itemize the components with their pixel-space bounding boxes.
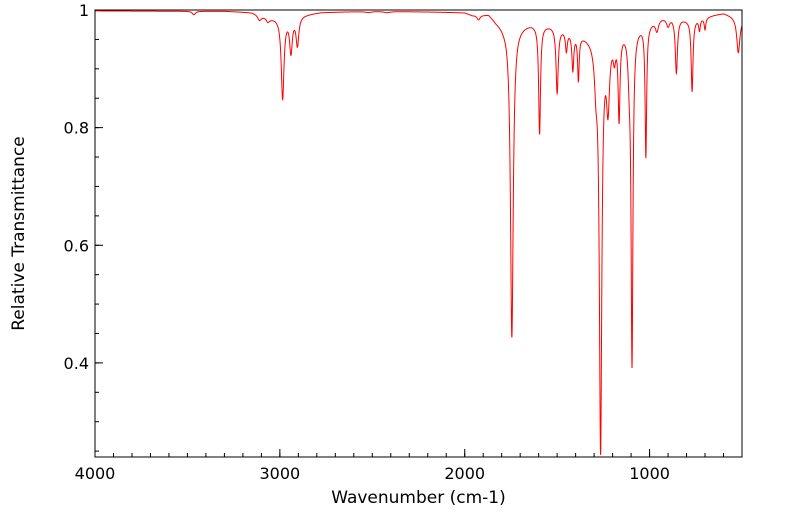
y-tick-label: 1 <box>79 1 89 20</box>
x-tick-labels: 4000 3000 2000 1000 <box>75 464 670 483</box>
major-ticks <box>94 9 651 457</box>
y-tick-labels: 1 0.8 0.6 0.4 <box>64 1 89 373</box>
spectrum-line <box>95 10 742 455</box>
minor-ticks <box>94 9 743 457</box>
plot-frame <box>94 9 743 458</box>
x-axis-title: Wavenumber (cm-1) <box>331 488 506 508</box>
y-tick-label: 0.4 <box>64 354 89 373</box>
y-tick-label: 0.6 <box>64 236 89 255</box>
x-tick-label: 1000 <box>629 464 670 483</box>
x-tick-label: 2000 <box>444 464 485 483</box>
y-axis-title: Relative Transmittance <box>9 136 29 331</box>
x-tick-label: 3000 <box>259 464 300 483</box>
x-tick-label: 4000 <box>75 464 116 483</box>
y-tick-label: 0.8 <box>64 119 89 138</box>
